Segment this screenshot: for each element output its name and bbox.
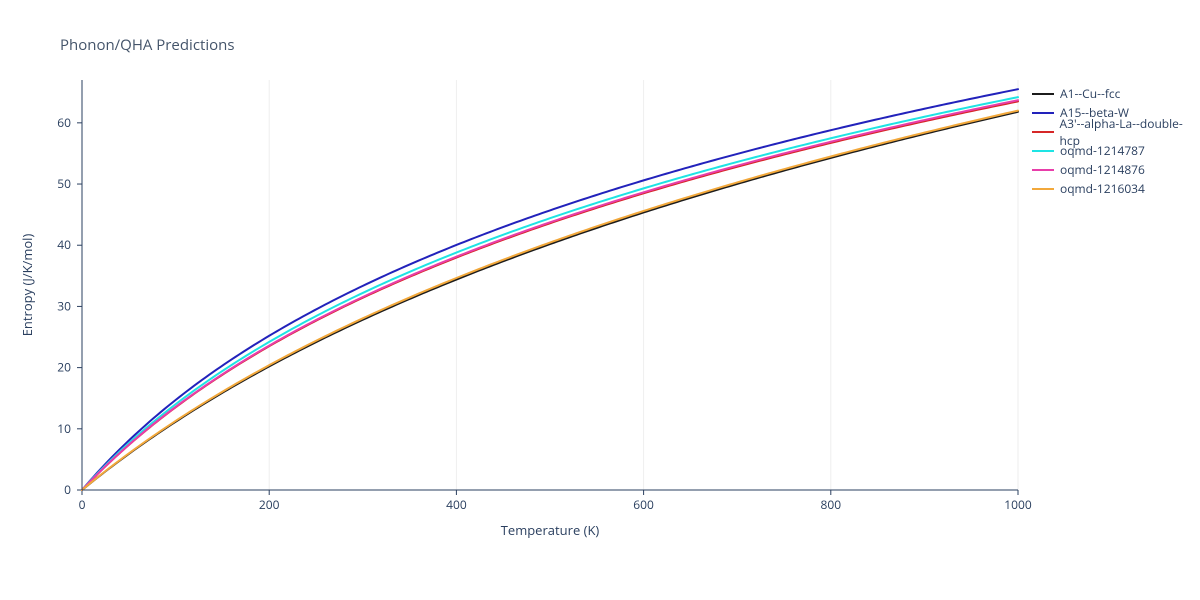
y-tick-label: 60 <box>57 114 71 131</box>
x-tick-label: 1000 <box>1004 496 1032 513</box>
legend-label: oqmd-1214876 <box>1060 161 1145 178</box>
legend-item[interactable]: oqmd-1214876 <box>1032 160 1200 179</box>
legend-swatch <box>1032 112 1054 114</box>
series-line[interactable] <box>82 97 1018 490</box>
legend-label: oqmd-1214787 <box>1060 142 1145 159</box>
series-line[interactable] <box>82 112 1018 490</box>
y-axis-label: Entropy (J/K/mol) <box>18 234 36 337</box>
x-axis-label: Temperature (K) <box>501 521 600 539</box>
x-tick-label: 200 <box>259 496 280 513</box>
y-tick-label: 0 <box>64 481 71 498</box>
series-line[interactable] <box>82 101 1018 490</box>
y-tick-label: 10 <box>57 420 71 437</box>
legend: A1--Cu--fccA15--beta-WA3'--alpha-La--dou… <box>1032 84 1200 198</box>
line-chart: 0 200 400 600 800 1000 0 10 20 30 40 50 60 Temperatur… <box>0 0 1200 600</box>
x-tick-label: 0 <box>79 496 86 513</box>
y-tick-label: 40 <box>57 236 71 253</box>
legend-label: A1--Cu--fcc <box>1060 85 1120 102</box>
legend-item[interactable]: oqmd-1216034 <box>1032 179 1200 198</box>
y-tick-label: 20 <box>57 359 71 376</box>
x-tick-label: 800 <box>821 496 842 513</box>
legend-swatch <box>1032 131 1054 133</box>
y-tick-label: 50 <box>57 175 71 192</box>
legend-swatch <box>1032 188 1054 190</box>
legend-item[interactable]: A3'--alpha-La--double-hcp <box>1032 122 1200 141</box>
x-tick-label: 600 <box>633 496 654 513</box>
legend-swatch <box>1032 150 1054 152</box>
series-line[interactable] <box>82 89 1018 490</box>
series-line[interactable] <box>82 111 1018 490</box>
x-tick-label: 400 <box>446 496 467 513</box>
legend-label: oqmd-1216034 <box>1060 180 1145 197</box>
y-tick-label: 30 <box>57 297 71 314</box>
chart-container: Phonon/QHA Predictions 02004006008001000… <box>0 0 1200 600</box>
series-line[interactable] <box>82 100 1018 490</box>
legend-swatch <box>1032 169 1054 171</box>
legend-item[interactable]: A1--Cu--fcc <box>1032 84 1200 103</box>
legend-swatch <box>1032 93 1054 95</box>
